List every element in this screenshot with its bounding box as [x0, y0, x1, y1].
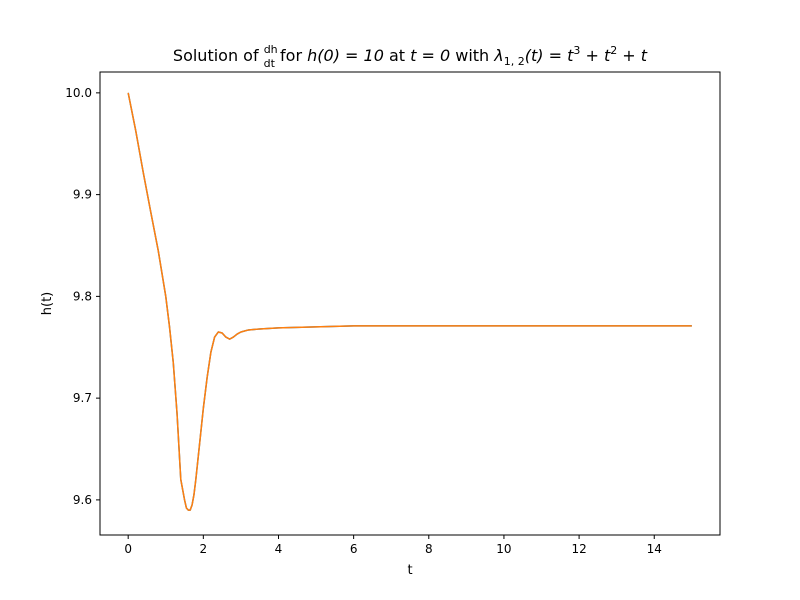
y-tick-label: 9.8	[73, 289, 92, 303]
y-axis-label: h(t)	[40, 292, 55, 315]
y-tick-label: 9.7	[73, 391, 92, 405]
x-tick-label: 12	[571, 542, 586, 556]
x-axis-ticks: 0 2 4 6 8 10 12 14	[124, 535, 662, 556]
x-axis-label: t	[407, 563, 412, 578]
x-tick-label: 4	[275, 542, 283, 556]
plot-area-frame	[99, 71, 721, 536]
x-tick-label: 2	[200, 542, 208, 556]
y-tick-label: 9.6	[73, 493, 92, 507]
chart-title: Solution of dh dt for h(0) = 10 at t = 0 …	[173, 43, 648, 70]
x-tick-label: 0	[124, 542, 132, 556]
x-tick-label: 14	[647, 542, 662, 556]
y-axis-ticks: 9.6 9.7 9.8 9.9 10.0	[65, 86, 100, 507]
y-tick-label: 9.9	[73, 188, 92, 202]
x-tick-label: 8	[425, 542, 433, 556]
y-tick-label: 10.0	[65, 86, 92, 100]
x-tick-label: 10	[496, 542, 511, 556]
series-layer	[127, 92, 692, 511]
series-line-2	[127, 92, 692, 511]
x-tick-label: 6	[350, 542, 358, 556]
